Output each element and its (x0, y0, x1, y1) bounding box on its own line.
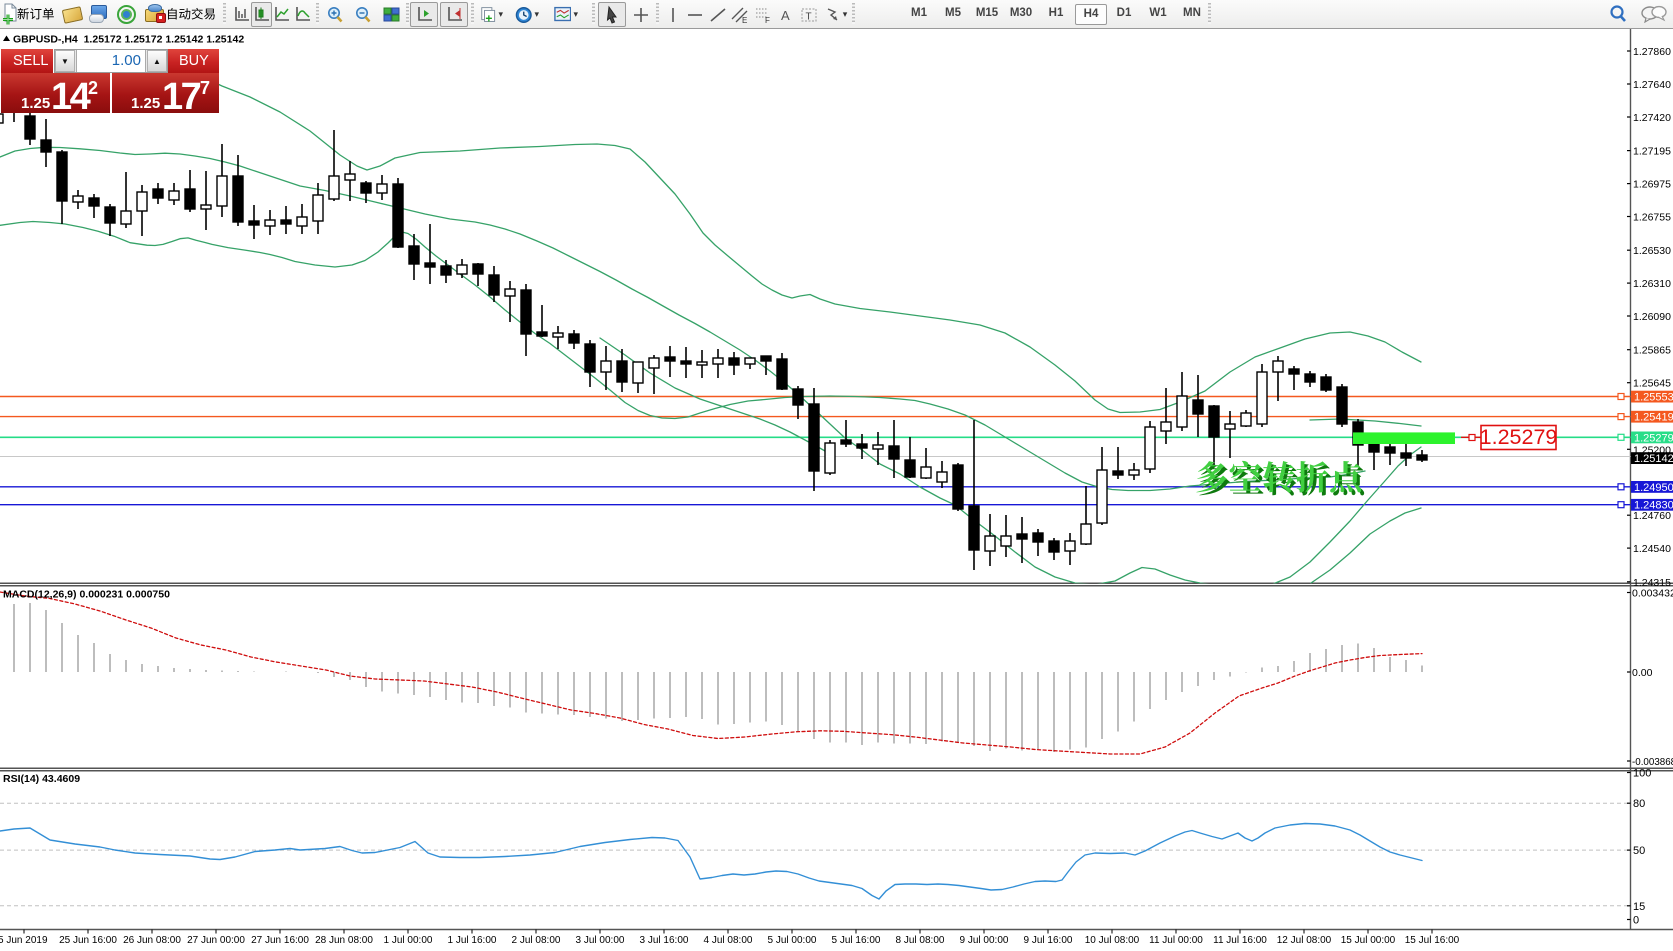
svg-text:2 Jul 08:00: 2 Jul 08:00 (512, 935, 561, 946)
svg-text:15 Jul 00:00: 15 Jul 00:00 (1341, 935, 1396, 946)
svg-text:10 Jul 08:00: 10 Jul 08:00 (1085, 935, 1140, 946)
svg-text:3 Jul 00:00: 3 Jul 00:00 (576, 935, 625, 946)
svg-text:26 Jun 08:00: 26 Jun 08:00 (123, 935, 181, 946)
svg-text:A: A (781, 8, 790, 23)
svg-text:T: T (806, 11, 812, 22)
svg-text:F: F (765, 16, 770, 24)
svg-text:1.26755: 1.26755 (1633, 212, 1671, 224)
svg-text:1.25142: 1.25142 (1634, 453, 1673, 465)
svg-text:1.26975: 1.26975 (1633, 179, 1671, 191)
svg-text:15 Jul 16:00: 15 Jul 16:00 (1405, 935, 1460, 946)
svg-text:1 Jul 00:00: 1 Jul 00:00 (384, 935, 433, 946)
svg-text:-0.003868: -0.003868 (1632, 757, 1673, 768)
svg-text:8 Jul 08:00: 8 Jul 08:00 (896, 935, 945, 946)
svg-text:+: + (485, 11, 492, 24)
svg-text:1.27420: 1.27420 (1633, 112, 1671, 124)
svg-text:1.26310: 1.26310 (1633, 278, 1671, 290)
svg-text:100: 100 (1633, 768, 1651, 780)
svg-text:15: 15 (1633, 901, 1645, 913)
svg-text:1.27195: 1.27195 (1633, 146, 1671, 158)
svg-text:9 Jul 16:00: 9 Jul 16:00 (1024, 935, 1073, 946)
svg-text:12 Jul 08:00: 12 Jul 08:00 (1277, 935, 1332, 946)
svg-text:5 Jul 16:00: 5 Jul 16:00 (832, 935, 881, 946)
svg-text:1.25865: 1.25865 (1633, 345, 1671, 357)
svg-text:3 Jul 16:00: 3 Jul 16:00 (640, 935, 689, 946)
svg-text:27 Jun 00:00: 27 Jun 00:00 (187, 935, 245, 946)
svg-text:11 Jul 00:00: 11 Jul 00:00 (1149, 935, 1203, 946)
svg-text:0.003432: 0.003432 (1632, 588, 1673, 600)
svg-text:25 Jun 2019: 25 Jun 2019 (0, 935, 48, 946)
svg-text:0: 0 (1633, 915, 1639, 927)
svg-text:1.25279: 1.25279 (1480, 425, 1558, 449)
svg-text:1.25279: 1.25279 (1634, 432, 1673, 444)
svg-text:25 Jun 16:00: 25 Jun 16:00 (59, 935, 117, 946)
svg-text:0.00: 0.00 (1632, 667, 1653, 679)
svg-text:1 Jul 16:00: 1 Jul 16:00 (448, 935, 497, 946)
svg-text:4 Jul 08:00: 4 Jul 08:00 (704, 935, 753, 946)
svg-text:1.27640: 1.27640 (1633, 79, 1671, 91)
svg-text:GBPUSD-,H4 1.25172 1.25172 1.: GBPUSD-,H4 1.25172 1.25172 1.25142 1.251… (13, 34, 244, 46)
svg-text:11 Jul 16:00: 11 Jul 16:00 (1213, 935, 1267, 946)
svg-text:MACD(12,26,9) 0.000231 0.00075: MACD(12,26,9) 0.000231 0.000750 (3, 589, 170, 601)
svg-text:28 Jun 08:00: 28 Jun 08:00 (315, 935, 373, 946)
svg-text:80: 80 (1633, 798, 1645, 810)
svg-text:50: 50 (1633, 845, 1645, 857)
svg-text:1.26530: 1.26530 (1633, 245, 1671, 257)
svg-text:E: E (742, 16, 747, 24)
svg-text:1.27860: 1.27860 (1633, 46, 1671, 58)
svg-text:1.26090: 1.26090 (1633, 311, 1671, 323)
svg-text:1.25553: 1.25553 (1634, 392, 1673, 404)
svg-text:1.24315: 1.24315 (1633, 577, 1671, 589)
svg-text:27 Jun 16:00: 27 Jun 16:00 (251, 935, 309, 946)
svg-text:RSI(14) 43.4609: RSI(14) 43.4609 (3, 773, 80, 785)
svg-text:9 Jul 00:00: 9 Jul 00:00 (960, 935, 1009, 946)
svg-text:1.24760: 1.24760 (1633, 510, 1671, 522)
svg-text:1.24540: 1.24540 (1633, 543, 1671, 555)
svg-text:1.25419: 1.25419 (1634, 412, 1673, 424)
svg-text:1.24950: 1.24950 (1634, 482, 1673, 494)
svg-text:1.25645: 1.25645 (1633, 378, 1671, 390)
svg-text:1.24830: 1.24830 (1634, 500, 1673, 512)
svg-text:5 Jul 00:00: 5 Jul 00:00 (768, 935, 817, 946)
